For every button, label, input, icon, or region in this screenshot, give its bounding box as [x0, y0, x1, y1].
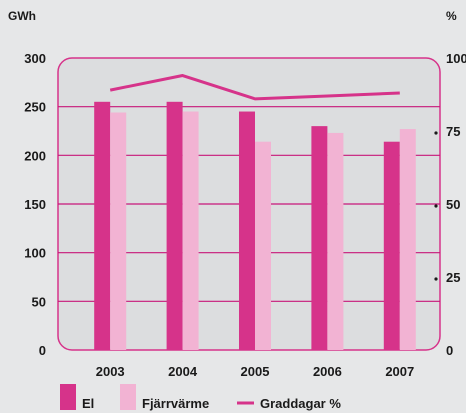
bar-el [311, 126, 328, 350]
bars [94, 101, 416, 351]
line-graddagar [109, 74, 400, 101]
legend: El Fjärrvärme Graddagar % [60, 384, 341, 411]
bar-fjarrvarme [182, 111, 199, 351]
y2-tick-label: 75 [446, 124, 460, 139]
bar-el [166, 101, 183, 350]
bar-fjarrvarme [255, 141, 271, 350]
x-tick-label: 2004 [168, 364, 198, 379]
y-tick-label: 300 [24, 51, 46, 66]
y2-tick-label: 50 [446, 197, 460, 212]
legend-label-fjarrvarme: Fjärrvärme [142, 396, 209, 411]
bar-fjarrvarme [399, 129, 416, 350]
y-tick-label: 0 [39, 343, 46, 358]
x-tick-label: 2003 [96, 364, 125, 379]
x-tick-label: 2005 [241, 364, 270, 379]
line-series [109, 74, 400, 101]
legend-swatch-el [60, 384, 76, 410]
bar-fjarrvarme [327, 132, 344, 350]
y-tick-label: 150 [24, 197, 46, 212]
x-tick-label: 2007 [385, 364, 414, 379]
y-tick-label: 100 [24, 246, 46, 261]
y2-tick-dot [434, 277, 438, 281]
y-tick-label: 250 [24, 100, 46, 115]
y2-tick-dot [434, 204, 438, 208]
y2-tick-dot [434, 131, 438, 135]
y2-axis-ticks: 0 25 50 75 100 [434, 51, 466, 358]
y2-tick-label: 0 [446, 343, 453, 358]
x-axis-ticks: 2003 2004 2005 2006 2007 [96, 364, 415, 379]
y2-tick-label: 100 [446, 51, 466, 66]
legend-swatch-fjarrvarme [120, 384, 136, 410]
bar-el [383, 141, 400, 350]
y2-tick-label: 25 [446, 270, 460, 285]
y2-axis-unit: % [446, 9, 457, 23]
y-axis-unit: GWh [8, 9, 36, 23]
y-tick-label: 50 [32, 294, 46, 309]
y-tick-label: 200 [24, 148, 46, 163]
legend-label-el: El [82, 396, 94, 411]
x-tick-label: 2006 [313, 364, 342, 379]
legend-label-graddagar: Graddagar % [260, 396, 341, 411]
bar-fjarrvarme [110, 112, 127, 350]
y-axis-ticks: 0 50 100 150 200 250 300 [24, 51, 46, 358]
bar-el [94, 101, 111, 350]
bar-el [239, 111, 255, 351]
